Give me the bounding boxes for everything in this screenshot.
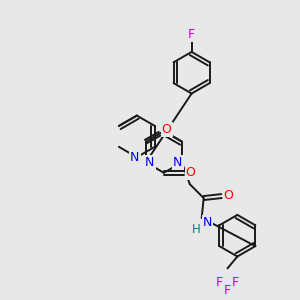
Text: N: N <box>173 156 183 169</box>
Text: O: O <box>162 123 172 136</box>
Text: H: H <box>191 223 200 236</box>
Text: F: F <box>188 28 195 40</box>
Text: F: F <box>224 284 231 297</box>
Text: N: N <box>145 156 154 169</box>
Text: O: O <box>224 189 233 202</box>
Text: F: F <box>216 276 223 289</box>
Text: O: O <box>186 166 196 179</box>
Text: N: N <box>130 151 140 164</box>
Text: F: F <box>232 276 239 289</box>
Text: N: N <box>203 216 212 229</box>
